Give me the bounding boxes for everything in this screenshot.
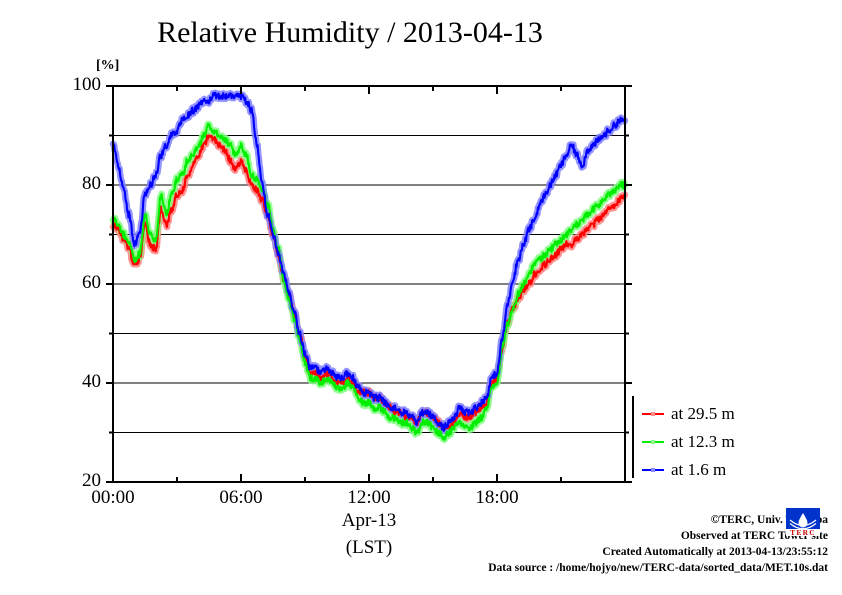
x-axis-caption-date: Apr-13: [341, 510, 397, 531]
x-tick-label: 00:00: [91, 487, 135, 508]
terc-logo-icon: TERC: [786, 508, 820, 536]
legend-item[interactable]: at 12.3 m: [642, 429, 735, 455]
axis-frame: [106, 85, 632, 483]
legend-item[interactable]: at 29.5 m: [642, 401, 735, 427]
legend-item-label: at 1.6 m: [671, 460, 727, 479]
y-tick-label: 100: [72, 74, 102, 95]
y-tick-label: 80: [82, 173, 101, 194]
legend-color-swatch-icon: [642, 437, 664, 447]
y-tick-label: 40: [82, 371, 101, 392]
series-lines: [111, 91, 627, 441]
legend-color-swatch-icon: [642, 409, 664, 419]
series-bands: [109, 89, 629, 444]
y-tick-label: 60: [82, 272, 101, 293]
footer-credits: ©TERC, Univ. Tsukuba Observed at TERC To…: [400, 512, 828, 576]
y-axis-unit-label: [%]: [96, 58, 120, 73]
legend: at 29.5 m at 12.3 m at 1.6 m: [632, 396, 814, 479]
legend-item-label: at 29.5 m: [671, 404, 735, 423]
x-tick-label: 06:00: [219, 487, 263, 508]
footer-line-created: Created Automatically at 2013-04-13/23:5…: [602, 546, 828, 558]
y-tick-label: 20: [82, 470, 101, 491]
footer-line-copyright: ©TERC, Univ. Tsukuba: [710, 514, 828, 526]
footer-line-site: Observed at TERC Tower site: [680, 530, 828, 542]
grid-lines: [113, 135, 625, 433]
x-axis-caption-timezone: (LST): [345, 537, 393, 558]
footer-line-datasource: Data source : /home/hojyo/new/TERC-data/…: [488, 562, 828, 574]
legend-item[interactable]: at 1.6 m: [642, 457, 726, 483]
chart-title: Relative Humidity / 2013-04-13: [157, 16, 543, 49]
legend-item-label: at 12.3 m: [671, 432, 735, 451]
x-tick-label: 18:00: [475, 487, 519, 508]
legend-color-swatch-icon: [642, 465, 664, 475]
terc-logo-text: TERC: [790, 528, 816, 536]
x-tick-label: 12:00: [347, 487, 391, 508]
